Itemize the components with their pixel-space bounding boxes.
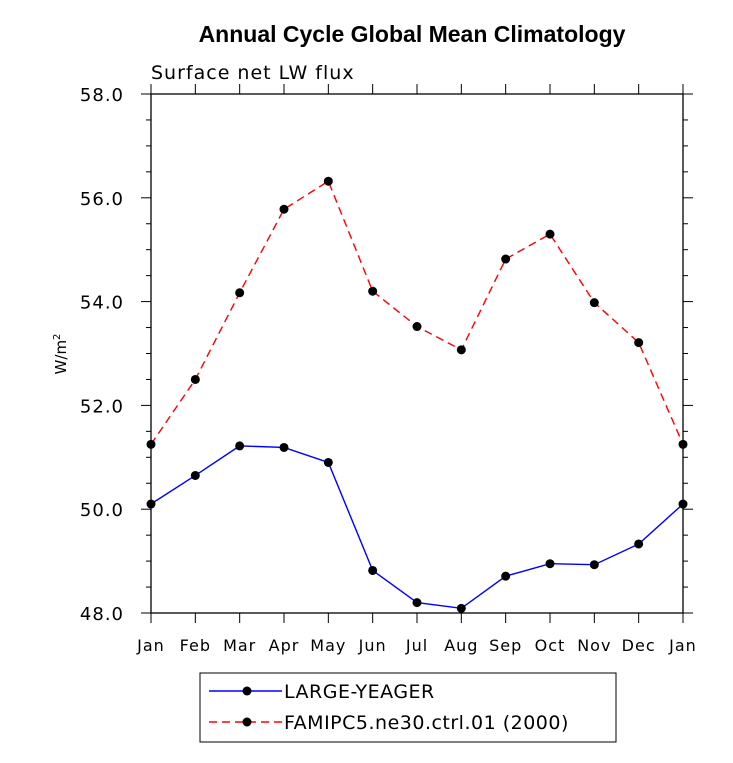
x-tick-label: Oct (535, 636, 566, 655)
y-axis-title-superscript: 2 (52, 334, 63, 340)
y-axis-label: W/m2 (52, 334, 70, 375)
data-point (456, 345, 466, 355)
data-point (589, 298, 599, 308)
data-point (589, 560, 599, 570)
x-tick-label: Jun (358, 636, 387, 655)
data-point (634, 539, 644, 549)
data-point (545, 229, 555, 239)
x-tick-label: May (310, 636, 346, 655)
data-point (190, 374, 200, 384)
legend: LARGE-YEAGER FAMIPC5.ne30.ctrl.01 (2000) (199, 672, 617, 743)
x-tick-label: Jul (405, 636, 428, 655)
series-1 (146, 441, 688, 613)
data-point (634, 338, 644, 348)
data-point (368, 565, 378, 575)
data-point (235, 288, 245, 298)
data-point (323, 457, 333, 467)
data-point (678, 439, 688, 449)
plot-border (150, 93, 684, 614)
data-point (678, 499, 688, 509)
x-tick-label: Dec (622, 636, 656, 655)
series-line (150, 180, 684, 445)
data-point (190, 470, 200, 480)
y-axis-title: W/m2 (52, 334, 70, 375)
data-point (412, 322, 422, 332)
legend-label: FAMIPC5.ne30.ctrl.01 (2000) (284, 712, 569, 734)
x-axis: Jan Feb Mar Apr May Jun Jul Aug Sep Oct Nov Dec Jan (136, 84, 697, 655)
x-tick-label: Feb (180, 636, 211, 655)
data-point (368, 286, 378, 296)
x-tick-label: Apr (269, 636, 300, 655)
data-point (412, 598, 422, 608)
data-point (235, 441, 245, 451)
data-point (456, 603, 466, 613)
y-axis-title-base: W/m (52, 340, 70, 375)
data-point (146, 439, 156, 449)
data-point (146, 499, 156, 509)
data-point (501, 571, 511, 581)
data-point (501, 254, 511, 264)
x-tick-label: Jan (668, 636, 697, 655)
data-point (279, 204, 289, 214)
series-2 (146, 176, 688, 449)
y-tick-label: 48.0 (80, 604, 124, 625)
x-tick-label: Jan (136, 636, 165, 655)
y-tick-label: 58.0 (80, 85, 124, 106)
plot-area (150, 93, 684, 614)
y-tick-label: 56.0 (80, 189, 124, 210)
legend-box (199, 672, 617, 743)
series-layer (146, 176, 688, 613)
y-tick-label: 50.0 (80, 500, 124, 521)
x-tick-label: Nov (577, 636, 611, 655)
legend-swatch-marker (242, 717, 252, 727)
x-tick-label: Mar (223, 636, 256, 655)
legend-label: LARGE-YEAGER (284, 681, 435, 703)
x-tick-label: Sep (489, 636, 522, 655)
chart-title: Annual Cycle Global Mean Climatology (199, 21, 626, 47)
chart-subtitle: Surface net LW flux (151, 62, 355, 84)
series-line (150, 445, 684, 610)
data-point (279, 442, 289, 452)
data-point (545, 559, 555, 569)
data-point (323, 176, 333, 186)
x-tick-label: Aug (444, 636, 478, 655)
legend-swatch-marker (242, 686, 252, 696)
y-axis: 48.0 50.0 52.0 54.0 56.0 58.0 (80, 85, 693, 625)
y-tick-label: 54.0 (80, 293, 124, 314)
y-tick-label: 52.0 (80, 396, 124, 417)
